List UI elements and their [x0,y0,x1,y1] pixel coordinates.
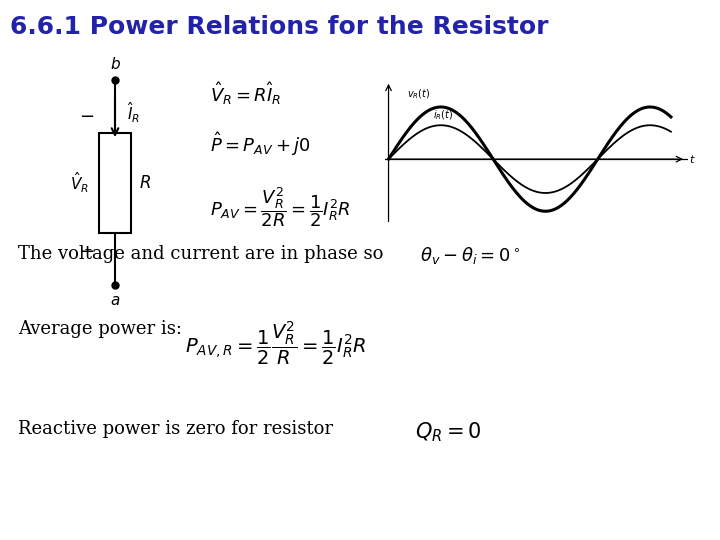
Text: $\hat{P} = P_{AV} + j0$: $\hat{P} = P_{AV} + j0$ [210,130,311,158]
Text: $i_R(t)$: $i_R(t)$ [433,109,454,122]
Text: $P_{AV} = \dfrac{V_R^2}{2R} = \dfrac{1}{2}I_R^2 R$: $P_{AV} = \dfrac{V_R^2}{2R} = \dfrac{1}{… [210,185,351,229]
Text: $t$: $t$ [689,153,696,165]
Text: $\hat{V}_R$: $\hat{V}_R$ [70,170,89,195]
Text: $-$: $-$ [79,241,94,259]
Text: $v_R(t)$: $v_R(t)$ [407,88,431,102]
Text: $\hat{V}_R = R\hat{I}_R$: $\hat{V}_R = R\hat{I}_R$ [210,80,282,107]
Text: $-$: $-$ [79,106,94,124]
Text: $Q_R = 0$: $Q_R = 0$ [415,420,482,443]
Text: $R$: $R$ [139,173,151,192]
Text: $P_{AV,R} = \dfrac{1}{2}\dfrac{V_R^2}{R} = \dfrac{1}{2}I_R^2 R$: $P_{AV,R} = \dfrac{1}{2}\dfrac{V_R^2}{R}… [185,320,366,368]
Text: $\hat{I}_R$: $\hat{I}_R$ [127,100,140,125]
Text: $b$: $b$ [109,56,120,72]
Text: $\theta_v - \theta_i = 0^\circ$: $\theta_v - \theta_i = 0^\circ$ [420,245,520,266]
Text: Average power is:: Average power is: [18,320,182,338]
Text: The voltage and current are in phase so: The voltage and current are in phase so [18,245,383,263]
Bar [99,132,131,233]
Text: $a$: $a$ [110,293,120,308]
Text: Reactive power is zero for resistor: Reactive power is zero for resistor [18,420,333,438]
Text: 6.6.1 Power Relations for the Resistor: 6.6.1 Power Relations for the Resistor [10,15,549,39]
